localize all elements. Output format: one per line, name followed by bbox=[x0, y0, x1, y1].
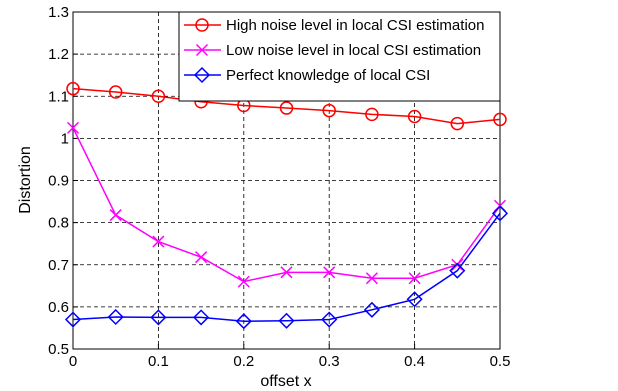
data-point bbox=[451, 258, 464, 271]
series-group bbox=[64, 81, 509, 330]
legend-marker bbox=[195, 18, 209, 32]
data-point bbox=[152, 235, 165, 248]
data-point bbox=[151, 89, 166, 103]
data-point bbox=[109, 209, 122, 222]
series-line bbox=[72, 212, 501, 322]
data-point bbox=[407, 109, 422, 124]
x-tick-label: 0 bbox=[69, 353, 77, 370]
data-point bbox=[66, 121, 80, 134]
y-tick-label: 0.9 bbox=[48, 173, 69, 190]
data-point bbox=[237, 275, 250, 288]
legend-marker bbox=[195, 43, 209, 57]
legend-box bbox=[178, 11, 501, 102]
axis-ticks: 0 0.1 0.2 0.3 0.4 0.5 0.5 0.6 0.7 0.8 0.9 1 1.1 1.2 1.… bbox=[48, 4, 510, 370]
y-tick-label: 1.2 bbox=[48, 46, 69, 63]
data-point bbox=[64, 311, 82, 328]
y-axis-label: Distortion bbox=[17, 146, 34, 214]
data-point bbox=[150, 309, 167, 326]
legend-label: Low noise level in local CSI estimation bbox=[226, 42, 481, 59]
data-point bbox=[321, 311, 338, 328]
data-point bbox=[493, 112, 507, 127]
data-point bbox=[235, 313, 252, 330]
y-tick-label: 0.5 bbox=[48, 341, 69, 358]
x-axis-label: offset x bbox=[260, 373, 311, 390]
x-tick-label: 0.2 bbox=[233, 353, 254, 370]
x-tick-label: 0.5 bbox=[490, 353, 511, 370]
data-point bbox=[195, 251, 208, 264]
data-point bbox=[107, 308, 124, 326]
legend: High noise level in local CSI estimation… bbox=[178, 11, 501, 102]
data-point bbox=[365, 107, 379, 122]
data-point bbox=[363, 301, 380, 318]
y-tick-label: 0.8 bbox=[48, 215, 69, 232]
y-tick-label: 1 bbox=[61, 130, 69, 147]
data-point bbox=[108, 85, 123, 99]
x-tick-label: 0.4 bbox=[404, 353, 425, 370]
data-point bbox=[278, 312, 295, 329]
y-tick-label: 1.3 bbox=[48, 4, 69, 21]
data-point bbox=[449, 262, 466, 279]
x-tick-label: 0.1 bbox=[148, 353, 169, 370]
series-3 bbox=[64, 205, 509, 330]
series-1 bbox=[66, 81, 507, 131]
data-point bbox=[365, 272, 378, 285]
data-point bbox=[406, 291, 423, 308]
data-point bbox=[491, 205, 509, 222]
legend-marker bbox=[193, 66, 211, 84]
series-line bbox=[72, 87, 501, 125]
y-tick-label: 0.7 bbox=[48, 257, 69, 274]
data-point bbox=[280, 266, 293, 279]
y-tick-label: 0.6 bbox=[48, 299, 69, 316]
y-tick-label: 1.1 bbox=[48, 88, 69, 105]
data-point bbox=[323, 266, 336, 279]
legend-label: Perfect knowledge of local CSI bbox=[226, 67, 430, 84]
series-2 bbox=[66, 121, 507, 288]
legend-label: High noise level in local CSI estimation bbox=[226, 17, 484, 34]
data-point bbox=[322, 103, 336, 118]
series-line bbox=[72, 127, 501, 283]
data-point bbox=[193, 309, 210, 326]
data-point bbox=[66, 81, 80, 96]
data-point bbox=[408, 272, 421, 285]
data-point bbox=[279, 101, 294, 115]
x-tick-label: 0.3 bbox=[319, 353, 340, 370]
data-point bbox=[450, 116, 465, 131]
